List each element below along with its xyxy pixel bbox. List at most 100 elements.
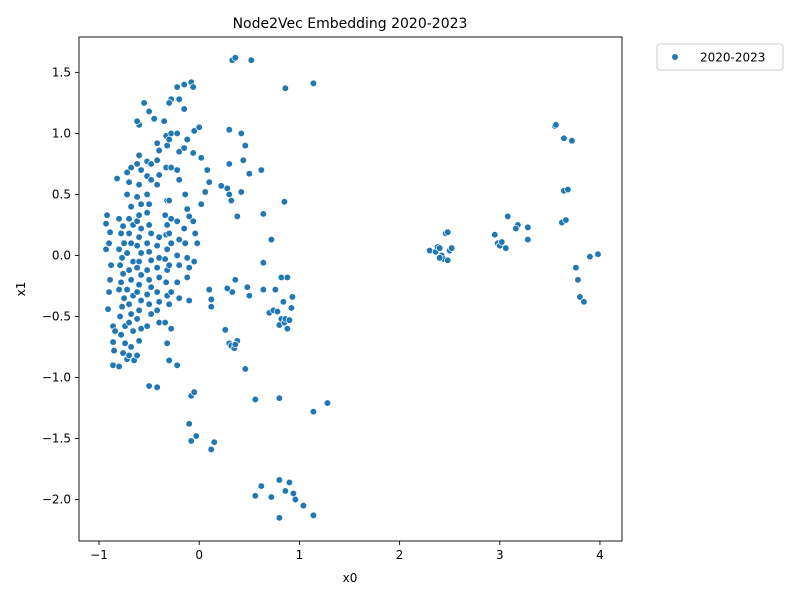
scatter-point bbox=[145, 382, 153, 390]
scatter-point bbox=[187, 437, 195, 445]
scatter-point bbox=[143, 290, 151, 299]
scatter-point bbox=[448, 244, 456, 252]
scatter-point bbox=[283, 273, 292, 282]
scatter-point bbox=[309, 407, 318, 416]
scatter-point bbox=[137, 325, 145, 333]
scatter-point bbox=[119, 349, 127, 357]
scatter-point bbox=[285, 478, 294, 487]
scatter-point bbox=[135, 281, 143, 289]
scatter-point bbox=[145, 107, 153, 116]
scatter-point bbox=[223, 184, 231, 192]
scatter-point bbox=[190, 257, 198, 266]
scatter-point bbox=[137, 166, 145, 174]
scatter-point bbox=[512, 224, 520, 233]
scatter-point bbox=[140, 99, 148, 107]
scatter-point bbox=[147, 176, 155, 184]
scatter-point bbox=[165, 99, 173, 107]
scatter-point bbox=[110, 346, 118, 355]
scatter-point bbox=[153, 181, 161, 189]
x-tick-label: 3 bbox=[496, 548, 504, 562]
x-axis-ticks: −1 0 1 2 3 4 bbox=[90, 541, 604, 562]
scatter-point bbox=[155, 298, 163, 306]
scatter-point bbox=[167, 325, 175, 333]
scatter-point bbox=[109, 361, 117, 369]
scatter-point bbox=[185, 212, 193, 221]
y-tick-label: 1.5 bbox=[52, 65, 71, 79]
scatter-point bbox=[574, 276, 582, 284]
scatter-point bbox=[119, 270, 127, 278]
scatter-point bbox=[323, 399, 332, 407]
scatter-point bbox=[309, 79, 318, 88]
scatter-point bbox=[207, 295, 215, 304]
scatter-point bbox=[309, 511, 318, 520]
scatter-point bbox=[117, 278, 125, 286]
scatter-point bbox=[155, 146, 163, 155]
scatter-point bbox=[237, 188, 245, 196]
y-tick-label: −0.5 bbox=[42, 309, 71, 323]
scatter-point bbox=[287, 304, 296, 312]
scatter-point bbox=[143, 209, 151, 217]
scatter-point bbox=[498, 238, 506, 246]
scatter-point bbox=[289, 489, 298, 498]
scatter-point bbox=[245, 292, 253, 300]
scatter-point bbox=[162, 278, 170, 286]
scatter-point bbox=[175, 176, 183, 184]
scatter-point bbox=[281, 487, 290, 495]
y-tick-label: 1.0 bbox=[52, 126, 71, 140]
scatter-point bbox=[127, 202, 135, 211]
scatter-point bbox=[117, 229, 125, 238]
scatter-point bbox=[165, 229, 173, 238]
scatter-point bbox=[143, 322, 151, 330]
scatter-point bbox=[163, 245, 171, 253]
scatter-point bbox=[165, 300, 173, 308]
scatter-point bbox=[125, 266, 133, 274]
scatter-point bbox=[175, 95, 183, 103]
scatter-point bbox=[137, 271, 145, 279]
scatter-point bbox=[173, 83, 181, 91]
scatter-point bbox=[135, 233, 143, 241]
scatter-point bbox=[283, 325, 292, 333]
scatter-point bbox=[133, 117, 141, 125]
scatter-point bbox=[173, 129, 181, 138]
scatter-point bbox=[175, 261, 183, 269]
scatter-point bbox=[167, 215, 175, 223]
scatter-point bbox=[117, 331, 125, 339]
scatter-point bbox=[192, 432, 200, 440]
scatter-point bbox=[491, 231, 499, 239]
scatter-point bbox=[241, 365, 249, 373]
scatter-point bbox=[257, 482, 265, 490]
scatter-point bbox=[165, 196, 173, 205]
scatter-point bbox=[183, 254, 191, 262]
scatter-point bbox=[504, 212, 512, 221]
scatter-point bbox=[524, 223, 532, 232]
scatter-point bbox=[135, 181, 143, 189]
scatter-point bbox=[426, 246, 434, 255]
scatter-point bbox=[190, 388, 198, 396]
scatter-point bbox=[115, 215, 123, 223]
scatter-point bbox=[143, 239, 151, 247]
scatter-point bbox=[173, 278, 181, 286]
plot-area bbox=[102, 54, 602, 522]
scatter-point bbox=[133, 242, 141, 250]
scatter-point bbox=[106, 228, 114, 236]
scatter-point bbox=[153, 383, 161, 391]
scatter-point bbox=[259, 285, 267, 294]
scatter-point bbox=[118, 303, 126, 311]
scatter-point bbox=[277, 273, 286, 282]
scatter-point bbox=[163, 339, 171, 347]
scatter-point bbox=[155, 318, 163, 327]
scatter-point bbox=[183, 205, 191, 213]
scatter-point bbox=[161, 255, 169, 263]
scatter-point bbox=[147, 160, 155, 168]
scatter-point bbox=[153, 288, 161, 296]
scatter-point bbox=[115, 285, 123, 294]
scatter-point bbox=[225, 160, 233, 168]
scatter-point bbox=[120, 294, 128, 302]
axes-frame bbox=[78, 36, 623, 542]
scatter-point bbox=[137, 200, 145, 208]
scatter-point bbox=[105, 288, 113, 296]
scatter-point bbox=[183, 135, 191, 144]
scatter-point bbox=[123, 285, 131, 294]
scatter-point bbox=[275, 476, 284, 484]
